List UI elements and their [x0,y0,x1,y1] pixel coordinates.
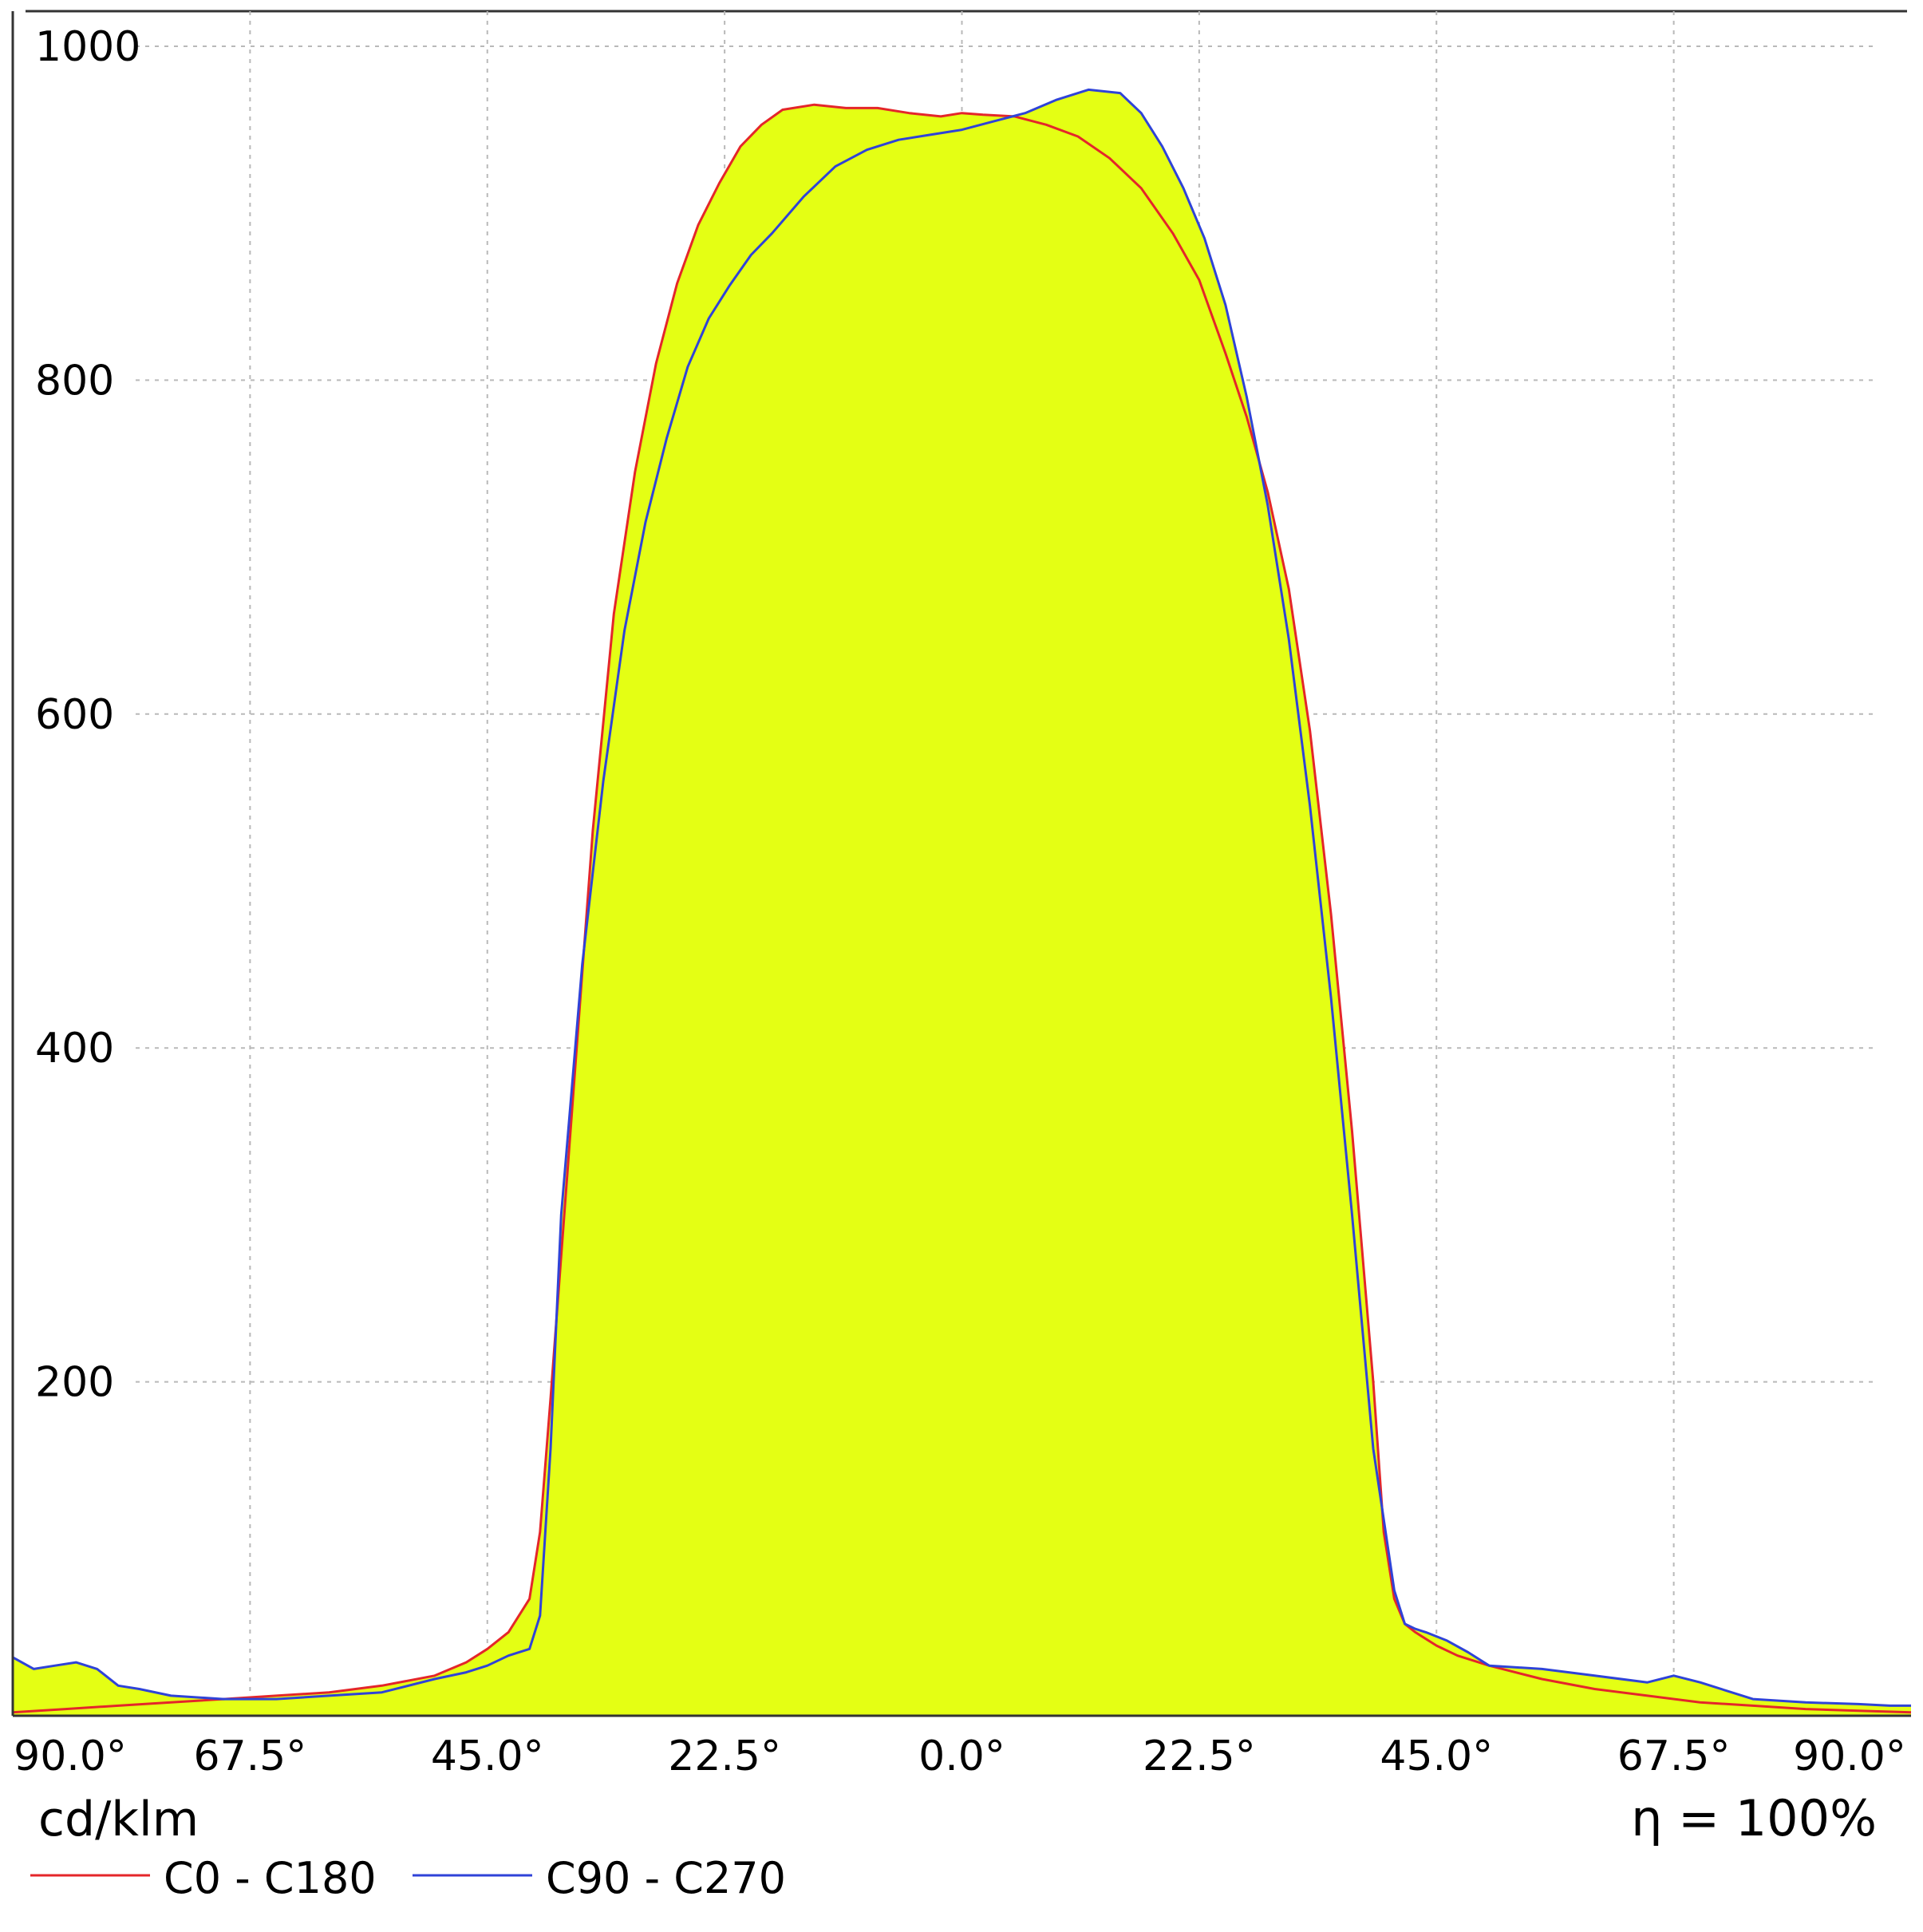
intensity-fill [13,89,1911,1716]
x-tick-label: 0.0° [918,1732,1005,1780]
series-lines [12,88,1912,1714]
series-line-c0-c180 [12,103,1912,1714]
x-tick-label: 67.5° [1617,1732,1731,1780]
legend: C0 - C180 C90 - C270 [30,1853,786,1903]
fill-area [13,89,1911,1716]
x-tick-labels: 90.0° 67.5° 45.0° 22.5° 0.0° 22.5° 45.0° 67.5° 9… [14,1732,1906,1780]
x-tick-label: 45.0° [1380,1732,1493,1780]
y-tick-label: 1000 [35,23,140,71]
x-tick-label: 45.0° [431,1732,544,1780]
legend-label-c0-c180: C0 - C180 [164,1853,377,1903]
legend-label-c90-c270: C90 - C270 [546,1853,786,1903]
unit-label: cd/klm [38,1792,199,1847]
x-tick-label: 90.0° [14,1732,127,1780]
series-line-c90-c270 [12,88,1911,1707]
y-tick-label: 400 [35,1025,114,1073]
x-tick-label: 22.5° [668,1732,781,1780]
y-tick-label: 600 [35,691,114,739]
x-tick-label: 22.5° [1143,1732,1256,1780]
efficiency-label: η = 100% [1631,1789,1877,1847]
y-tick-label: 800 [35,357,114,405]
y-tick-label: 200 [35,1359,114,1407]
x-tick-label: 67.5° [193,1732,306,1780]
x-tick-label: 90.0° [1793,1732,1906,1780]
y-tick-labels: 200 400 600 800 1000 [35,23,140,1407]
